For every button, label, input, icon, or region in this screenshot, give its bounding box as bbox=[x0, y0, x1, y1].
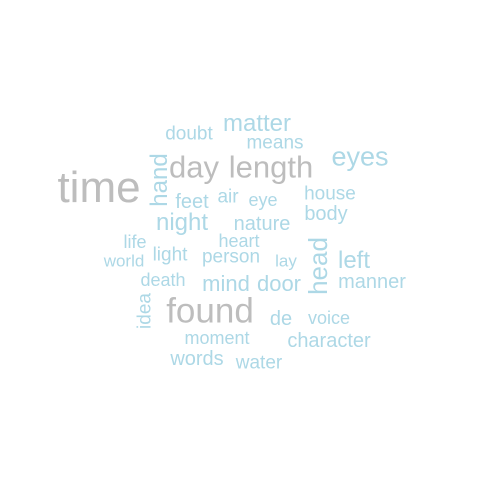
word-body: body bbox=[304, 203, 348, 225]
word-person: person bbox=[201, 246, 261, 268]
word-eyes: eyes bbox=[331, 141, 389, 172]
word-day: day bbox=[169, 149, 219, 185]
word-found: found bbox=[166, 291, 254, 331]
word-moment: moment bbox=[184, 328, 250, 348]
word-time: time bbox=[57, 163, 141, 212]
word-night: night bbox=[155, 209, 209, 236]
word-feet: feet bbox=[175, 191, 209, 213]
word-mind: mind bbox=[202, 271, 250, 296]
word-doubt: doubt bbox=[165, 123, 213, 145]
word-character: character bbox=[287, 330, 371, 352]
word-voice: voice bbox=[307, 308, 351, 328]
word-hand: hand bbox=[146, 153, 173, 207]
word-house: house bbox=[304, 183, 356, 205]
word-de: de bbox=[269, 308, 293, 330]
word-nature: nature bbox=[233, 213, 291, 235]
word-manner: manner bbox=[338, 271, 406, 293]
word-lay: lay bbox=[275, 251, 297, 271]
word-eye: eye bbox=[248, 190, 278, 210]
word-heart: heart bbox=[218, 231, 260, 251]
word-words: words bbox=[170, 348, 224, 370]
word-door: door bbox=[256, 271, 302, 296]
word-left: left bbox=[337, 247, 371, 274]
word-means: means bbox=[246, 132, 304, 154]
word-head: head bbox=[303, 237, 333, 295]
word-length: length bbox=[228, 149, 314, 185]
word-water: water bbox=[235, 352, 283, 374]
word-death: death bbox=[140, 270, 186, 290]
word-idea: idea bbox=[134, 293, 156, 329]
word-matter: matter bbox=[222, 110, 292, 137]
word-light: light bbox=[152, 244, 188, 266]
word-life: life bbox=[123, 232, 147, 252]
word-air: air bbox=[217, 186, 239, 208]
word-world: world bbox=[103, 251, 145, 271]
